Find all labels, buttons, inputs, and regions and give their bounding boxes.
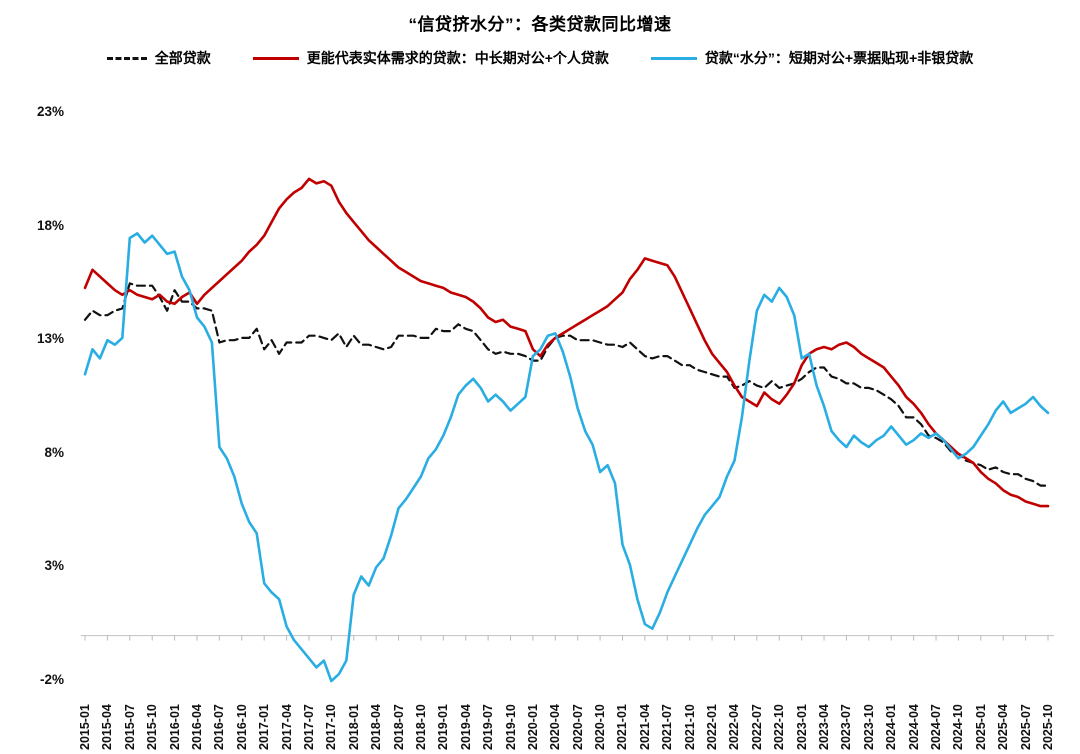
x-axis-label: 2019-07: [481, 704, 496, 750]
dashed-line-sample-icon: [106, 56, 147, 60]
x-axis-label: 2019-04: [458, 704, 473, 750]
x-axis-label: 2015-04: [100, 704, 115, 750]
x-axis-label: 2015-10: [145, 704, 160, 750]
x-axis-label: 2021-04: [637, 704, 652, 750]
x-axis-label: 2017-01: [257, 704, 272, 750]
x-axis-label: 2019-01: [436, 704, 451, 750]
x-axis-label: 2023-10: [861, 704, 876, 750]
x-axis-label: 2024-10: [951, 704, 966, 750]
x-axis-label: 2016-01: [167, 704, 182, 750]
legend-label-total-loans: 全部贷款: [154, 50, 211, 66]
y-axis-label: 8%: [44, 444, 64, 460]
x-axis-label: 2022-07: [749, 704, 764, 750]
x-axis-label: 2025-07: [1018, 704, 1033, 750]
chart-title: “信贷挤水分”：各类贷款同比增速: [408, 15, 672, 34]
series-total-loans: [83, 282, 1050, 487]
x-axis-label: 2023-07: [839, 704, 854, 750]
x-axis-label: 2020-01: [525, 704, 540, 750]
y-axis-label: -2%: [39, 672, 64, 687]
x-axis-label: 2021-10: [682, 704, 697, 750]
x-axis-label: 2018-10: [413, 704, 428, 750]
legend-label-water-loans: 贷款“水分”：短期对公+票据贴现+非银贷款: [704, 50, 974, 66]
x-axis-label: 2022-10: [772, 704, 787, 750]
x-axis-label: 2019-10: [503, 704, 518, 750]
x-axis-label: 2023-04: [817, 704, 832, 750]
x-axis-label: 2018-01: [346, 704, 361, 750]
x-axis-label: 2024-07: [929, 704, 944, 750]
x-axis-label: 2017-04: [279, 704, 294, 750]
legend-item-total-loans: 全部贷款: [106, 48, 211, 68]
x-axis-label: 2024-01: [884, 704, 899, 750]
x-axis-label: 2020-10: [593, 704, 608, 750]
legend-item-water-loans: 贷款“水分”：短期对公+票据贴现+非银贷款: [650, 48, 974, 68]
x-axis-label: 2020-07: [570, 704, 585, 750]
x-axis-label: 2022-04: [727, 704, 742, 750]
series-real-demand-loans: [83, 177, 1050, 508]
x-axis-label: 2024-04: [906, 704, 921, 750]
x-axis-label: 2025-01: [973, 704, 988, 750]
x-axis-label: 2016-10: [234, 704, 249, 750]
x-axis-label: 2018-04: [369, 704, 384, 750]
legend-label-real-demand-loans: 更能代表实体需求的贷款：中长期对公+个人贷款: [306, 50, 609, 66]
blue-line-sample-icon: [650, 56, 697, 60]
x-axis-label: 2015-01: [78, 704, 92, 750]
y-axis-label: 23%: [36, 104, 64, 119]
y-axis-label: 18%: [36, 217, 64, 233]
x-axis-label: 2020-04: [548, 704, 563, 750]
x-axis-label: 2015-07: [122, 704, 137, 750]
x-axis-label: 2018-07: [391, 704, 406, 750]
x-axis-label: 2023-01: [794, 704, 809, 750]
x-axis-label: 2021-01: [615, 704, 630, 750]
legend-item-real-demand-loans: 更能代表实体需求的贷款：中长期对公+个人贷款: [252, 48, 609, 68]
series-water-loans: [83, 232, 1050, 683]
x-axis-label: 2025-04: [996, 704, 1011, 750]
x-axis-label: 2017-10: [324, 704, 339, 750]
x-axis-label: 2021-07: [660, 704, 675, 750]
x-axis-label: 2017-07: [301, 704, 316, 750]
x-axis-label: 2016-04: [189, 704, 204, 750]
y-axis-label: 13%: [36, 331, 64, 347]
y-axis-label: 3%: [44, 558, 64, 574]
x-axis-label: 2022-01: [705, 704, 720, 750]
legend: 全部贷款 更能代表实体需求的贷款：中长期对公+个人贷款 贷款“水分”：短期对公+…: [0, 48, 1080, 68]
red-line-sample-icon: [252, 56, 299, 60]
x-axis-label: 2025-10: [1041, 704, 1055, 750]
x-axis-label: 2016-07: [212, 704, 227, 750]
